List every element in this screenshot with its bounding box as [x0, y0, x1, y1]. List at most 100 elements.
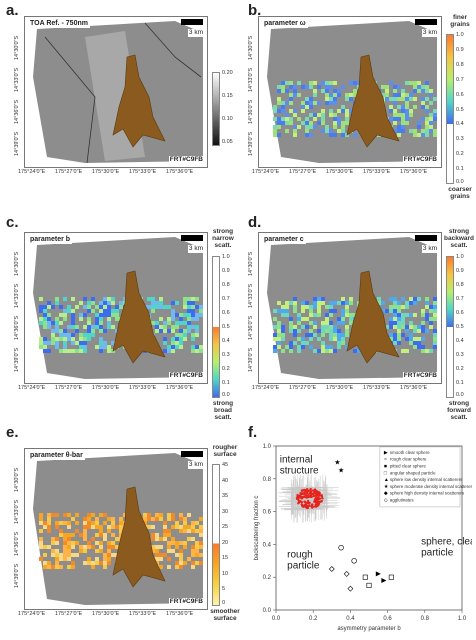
map-pixel [293, 333, 297, 337]
legend-marker: ★ [384, 484, 389, 490]
map-pixel [293, 93, 297, 97]
map-pixel [297, 93, 301, 97]
map-pixel [273, 337, 277, 341]
map-pixel [159, 513, 163, 517]
map-pixel [175, 301, 179, 305]
map-pixel [297, 125, 301, 129]
map-pixel [289, 317, 293, 321]
map-pixel [333, 97, 337, 101]
scale-bar-a [181, 19, 203, 25]
map-pixel [285, 129, 289, 133]
map-pixel [171, 313, 175, 317]
map-pixel [321, 109, 325, 113]
map-pixel [329, 309, 333, 313]
map-pixel [273, 125, 277, 129]
lat-tick-label: 14°30'0"S [14, 467, 20, 492]
map-pixel [187, 329, 191, 333]
map-pixel [305, 305, 309, 309]
map-pixel [429, 321, 433, 325]
map-pixel [51, 333, 55, 337]
map-pixel [293, 89, 297, 93]
map-pixel [155, 301, 159, 305]
map-pixel [381, 85, 385, 89]
map-pixel [429, 317, 433, 321]
map-pixel [59, 529, 63, 533]
cluster-point [310, 493, 313, 496]
map-pixel [345, 325, 349, 329]
map-pixel [409, 301, 413, 305]
cbar-top-label-e: rougher surface [212, 444, 238, 458]
cluster-point [301, 489, 305, 492]
map-pixel [63, 533, 67, 537]
map-pixel [353, 349, 357, 353]
map-pixel [273, 349, 277, 353]
map-pixel [83, 305, 87, 309]
map-pixel [293, 341, 297, 345]
map-pixel [285, 345, 289, 349]
lat-tick-label: 14°33'0"S [14, 67, 20, 92]
map-pixel [175, 337, 179, 341]
cluster-point [318, 497, 322, 500]
lon-tick-label: 175°27'0"E [289, 385, 317, 391]
map-pixel [405, 349, 409, 353]
map-pixel [397, 93, 401, 97]
map-image-d [259, 233, 441, 383]
map-pixel [119, 517, 123, 521]
map-pixel [345, 97, 349, 101]
map-pixel [393, 117, 397, 121]
map-pixel [413, 329, 417, 333]
panel-letter-c: c. [6, 214, 19, 231]
map-pixel [433, 301, 437, 305]
map-pixel [115, 305, 119, 309]
map-pixel [155, 537, 159, 541]
map-pixel [91, 565, 95, 569]
map-pixel [91, 297, 95, 301]
map-pixel [119, 521, 123, 525]
map-pixel [111, 525, 115, 529]
map-pixel [333, 113, 337, 117]
map-pixel [191, 525, 195, 529]
map-pixel [175, 553, 179, 557]
lat-tick-label: 14°33'0"S [248, 283, 254, 308]
map-pixel [43, 337, 47, 341]
map-pixel [39, 341, 43, 345]
map-image-a [25, 17, 207, 167]
map-pixel [183, 321, 187, 325]
map-pixel [171, 309, 175, 313]
map-pixel [433, 309, 437, 313]
cluster-point [313, 492, 317, 495]
map-pixel [91, 561, 95, 565]
map-pixel [397, 117, 401, 121]
map-pixel [297, 81, 301, 85]
map-pixel [313, 313, 317, 317]
map-pixel [147, 305, 151, 309]
map-pixel [301, 85, 305, 89]
map-pixel [51, 305, 55, 309]
map-pixel [67, 333, 71, 337]
map-pixel [405, 121, 409, 125]
legend-label: agglutinates [390, 498, 414, 503]
map-pixel [389, 317, 393, 321]
map-pixel [55, 325, 59, 329]
colorbar-a [212, 72, 220, 146]
map-pixel [425, 97, 429, 101]
lon-tick-label: 175°27'0"E [289, 169, 317, 175]
map-pixel [397, 321, 401, 325]
cluster-point [297, 501, 301, 504]
cluster-point [300, 503, 303, 506]
map-pixel [163, 553, 167, 557]
map-pixel [273, 129, 277, 133]
map-pixel [409, 313, 413, 317]
map-pixel [389, 81, 393, 85]
map-pixel [273, 345, 277, 349]
map-pixel [63, 521, 67, 525]
cluster-point [299, 496, 302, 499]
map-pixel [429, 125, 433, 129]
map-pixel [425, 329, 429, 333]
map-pixel [39, 305, 43, 309]
map-pixel [273, 317, 277, 321]
map-pixel [341, 297, 345, 301]
lat-tick-label: 14°30'0"S [14, 251, 20, 276]
map-pixel [421, 313, 425, 317]
lon-tick-label: 175°36'0"E [400, 169, 428, 175]
